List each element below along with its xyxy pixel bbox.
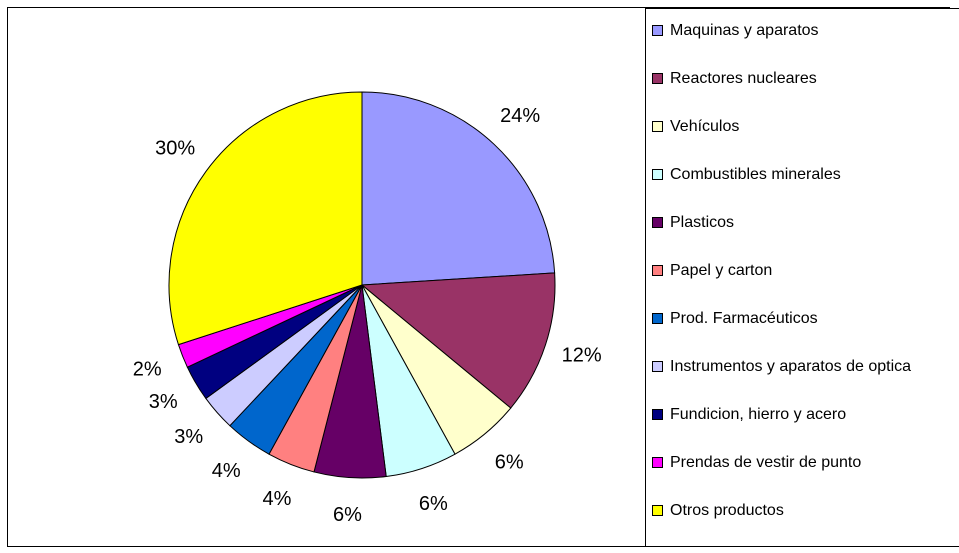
legend-label: Maquinas y aparatos: [670, 22, 819, 39]
legend-label: Prod. Farmacéuticos: [670, 310, 818, 327]
pie-slice: [360, 272, 556, 409]
pie-slice: [361, 91, 556, 286]
legend-label: Otros productos: [670, 502, 784, 519]
legend-label: Prendas de vestir de punto: [670, 454, 861, 471]
data-label: 12%: [562, 345, 602, 367]
data-label: 4%: [212, 460, 241, 482]
legend-swatch: [652, 457, 663, 468]
legend-label: Combustibles minerales: [670, 166, 841, 183]
data-label: 30%: [155, 138, 195, 160]
data-label: 6%: [419, 493, 448, 515]
legend-label: Papel y carton: [670, 262, 772, 279]
legend-label: Vehículos: [670, 118, 739, 135]
legend-label: Reactores nucleares: [670, 70, 817, 87]
data-label: 3%: [149, 391, 178, 413]
legend-frame: [645, 8, 959, 547]
legend-swatch: [652, 169, 663, 180]
data-label: 6%: [333, 504, 362, 526]
legend-label: Plasticos: [670, 214, 734, 231]
legend-swatch: [652, 73, 663, 84]
legend-swatch: [652, 313, 663, 324]
pie-slice: [168, 91, 363, 346]
legend-swatch: [652, 361, 663, 372]
data-label: 24%: [500, 105, 540, 127]
legend-label: Instrumentos y aparatos de optica: [670, 358, 911, 375]
data-label: 4%: [263, 488, 292, 510]
legend-label: Fundicion, hierro y acero: [670, 406, 846, 423]
data-label: 6%: [495, 451, 524, 473]
data-label: 3%: [174, 426, 203, 448]
legend-swatch: [652, 121, 663, 132]
legend-swatch: [652, 25, 663, 36]
legend-swatch: [652, 505, 663, 516]
data-label: 2%: [133, 358, 162, 380]
legend-swatch: [652, 217, 663, 228]
legend-swatch: [652, 265, 663, 276]
legend-swatch: [652, 409, 663, 420]
